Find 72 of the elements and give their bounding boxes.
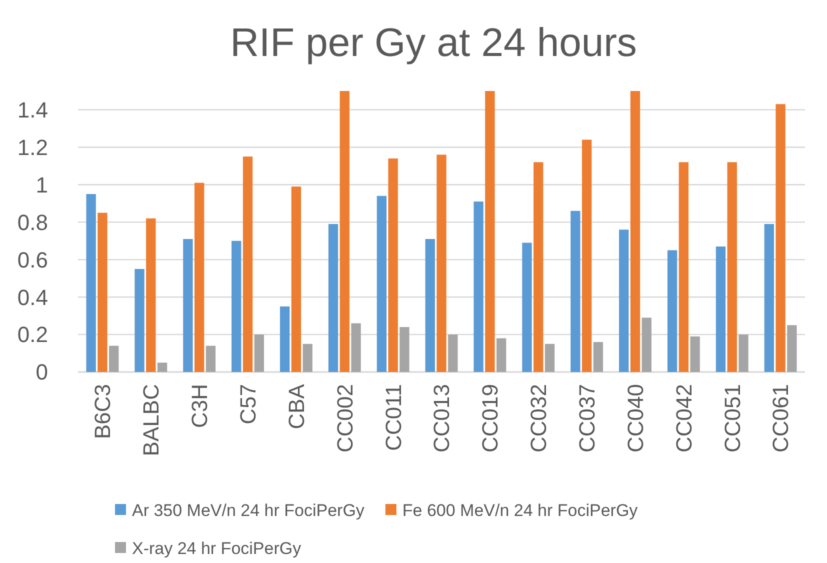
- bar: [582, 140, 592, 372]
- y-tick-label: 1: [36, 172, 48, 198]
- x-tick-label: CC042: [671, 384, 696, 452]
- bar: [351, 323, 361, 372]
- bar: [436, 154, 446, 372]
- bar: [593, 342, 604, 372]
- x-tick-label: B6C3: [90, 384, 116, 440]
- bar: [194, 182, 204, 372]
- x-tick-label: CC061: [768, 384, 794, 452]
- bar: [630, 91, 640, 372]
- x-tick-label: CC011: [380, 384, 406, 451]
- bar: [232, 240, 242, 372]
- bar: [400, 327, 410, 372]
- legend-label: Fe 600 MeV/n 24 hr FociPerGy: [402, 500, 638, 520]
- bar: [109, 346, 119, 372]
- bar: [280, 306, 290, 372]
- x-tick-label: CC040: [622, 384, 648, 452]
- bar: [376, 196, 387, 372]
- x-tick-label: CC013: [429, 384, 454, 452]
- bar: [425, 238, 435, 372]
- bar: [183, 238, 193, 372]
- x-tick-label: CC032: [526, 384, 552, 452]
- bar: [642, 318, 652, 372]
- bar: [534, 162, 544, 372]
- bar: [716, 246, 726, 372]
- x-tick-label: CC019: [478, 384, 503, 452]
- x-tick-label: BALBC: [138, 384, 164, 456]
- bar: [328, 224, 338, 372]
- bar: [474, 202, 484, 372]
- bar: [678, 162, 689, 372]
- bar: [764, 224, 774, 372]
- bar: [98, 212, 108, 372]
- bar: [86, 194, 96, 372]
- bar: [242, 156, 253, 372]
- bar: [206, 346, 216, 372]
- y-tick-label: 0.4: [17, 284, 48, 310]
- legend-label: X-ray 24 hr FociPerGy: [132, 538, 302, 558]
- y-tick-label: 0: [36, 360, 48, 385]
- bar: [254, 334, 264, 372]
- bar: [302, 344, 312, 372]
- bar: [776, 104, 786, 372]
- x-tick-label: CBA: [284, 384, 309, 430]
- y-tick-label: 0.6: [17, 247, 48, 272]
- x-tick-label: C57: [235, 384, 260, 424]
- x-tick-label: CC002: [332, 384, 358, 452]
- y-tick-label: 0.2: [17, 322, 48, 348]
- bar: [522, 242, 532, 372]
- bar: [485, 91, 495, 372]
- bar: [448, 334, 458, 372]
- legend-label: Ar 350 MeV/n 24 hr FociPerGy: [132, 500, 365, 520]
- bar: [690, 336, 700, 372]
- bar: [738, 334, 748, 372]
- x-tick-label: CC037: [574, 384, 600, 452]
- bar: [667, 250, 678, 372]
- bar: [787, 325, 797, 372]
- bar: [340, 91, 350, 372]
- x-tick-label: C3H: [187, 384, 212, 428]
- bar: [388, 158, 398, 372]
- bar: [619, 230, 629, 372]
- y-tick-label: 0.8: [17, 210, 48, 235]
- x-tick-label: CC051: [720, 384, 745, 452]
- chart-title: RIF per Gy at 24 hours: [230, 21, 637, 65]
- y-tick-label: 1.4: [17, 97, 48, 122]
- bar: [157, 362, 168, 372]
- bar: [134, 268, 144, 372]
- bar: [570, 210, 580, 372]
- bar: [727, 162, 737, 372]
- y-tick-label: 1.2: [17, 134, 48, 160]
- bar: [291, 186, 302, 372]
- bar: [544, 344, 555, 372]
- bar: [496, 338, 506, 372]
- bar: [146, 218, 156, 372]
